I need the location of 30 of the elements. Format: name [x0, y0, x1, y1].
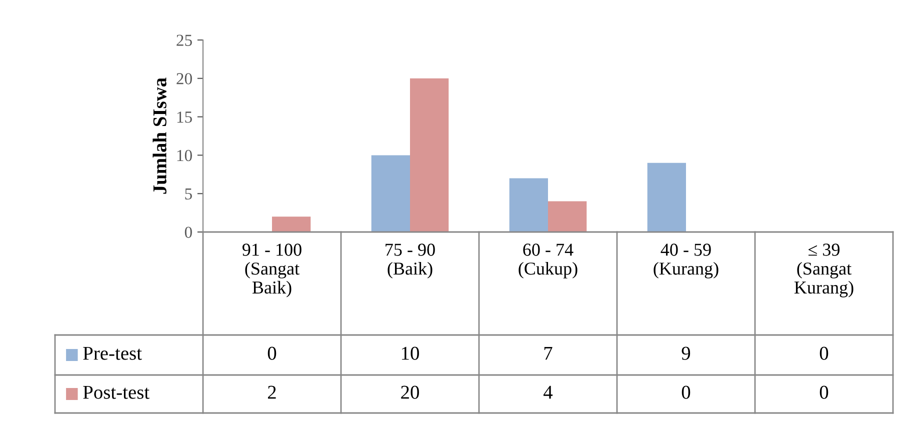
- x-tick-label: 40 - 59 (Kurang): [654, 244, 718, 278]
- y-tick-label: 0: [184, 226, 192, 238]
- legend-label: Pre-test: [83, 346, 142, 360]
- bar: [410, 78, 449, 232]
- data-label: 7: [544, 346, 552, 360]
- bar: [371, 155, 410, 232]
- data-label: 0: [268, 346, 276, 360]
- x-tick-label: 91 - 100 (Sangat Baik): [242, 244, 302, 298]
- bar: [509, 178, 548, 232]
- y-tick-label: 15: [177, 112, 192, 123]
- data-label: 20: [401, 386, 419, 399]
- x-tick-label: 60 - 74 (Cukup): [518, 244, 578, 278]
- y-axis-title: Jumlah SIswa: [152, 78, 166, 194]
- bar: [272, 216, 311, 232]
- bar: [647, 162, 686, 232]
- data-label: 10: [402, 346, 419, 360]
- data-label: 4: [544, 386, 553, 399]
- y-tick-label: 20: [176, 73, 192, 84]
- legend-label: Post-test: [83, 386, 150, 399]
- x-tick-label: 75 - 90 (Baik): [386, 244, 435, 278]
- data-label: 0: [820, 386, 828, 399]
- data-label: 9: [682, 346, 690, 360]
- x-tick-label: ≤ 39 (Sangat Kurang): [794, 244, 854, 298]
- bar: [548, 201, 587, 232]
- y-tick-label: 5: [185, 188, 192, 200]
- data-label: 0: [682, 386, 690, 399]
- y-tick-label: 10: [177, 150, 192, 162]
- data-label: 0: [820, 346, 828, 360]
- y-tick-label: 25: [176, 34, 192, 46]
- data-label: 2: [268, 386, 276, 399]
